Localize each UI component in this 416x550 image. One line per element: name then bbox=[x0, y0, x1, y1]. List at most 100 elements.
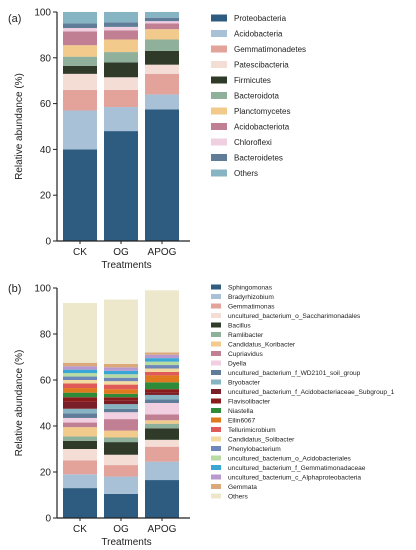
bar-segment-apog-gemmatimonadetes bbox=[145, 73, 179, 95]
legend-label-uncultured-bacterium-f-gemmatimonadaceae: uncultured_bacterium_f_Gemmatimonadaceae bbox=[228, 465, 366, 472]
bar-segment-og-uncultured-bacterium-f-gemmatimonadaceae bbox=[104, 370, 138, 375]
bar-segment-ck-uncultured-bacterium-f-wd2101-soil-group bbox=[63, 413, 97, 418]
legend-swatch-ellin6067 bbox=[211, 417, 221, 423]
bar-segment-apog-candidatus-solibacter bbox=[145, 368, 179, 372]
bar-segment-apog-others bbox=[145, 290, 179, 353]
bar-segment-apog-bacteroidota bbox=[145, 39, 179, 51]
bar-segment-ck-phenylobacterium bbox=[63, 376, 97, 380]
bar-segment-apog-cupriavidus bbox=[145, 414, 179, 421]
x-tick-label: APOG bbox=[148, 524, 177, 535]
bar-segment-ck-firmicutes bbox=[63, 65, 97, 74]
chart-panel-a: (a) Relative abundance (%) CK OG APOG 0 20 40 60… bbox=[8, 8, 306, 272]
bar-segment-ck-sphingomonas bbox=[63, 488, 97, 518]
bar-segment-ck-candidatus-koribacter bbox=[63, 427, 97, 437]
legend-label-uncultured-bacterium-o-saccharimonadales: uncultured_bacterium_o_Saccharimonadales bbox=[228, 313, 361, 320]
bar-segment-og-acidobacteria bbox=[104, 107, 138, 132]
legend-swatch-ramlibacter bbox=[211, 332, 221, 337]
bar-segment-ck-uncultured-bacterium-c-alphaproteobacteria bbox=[63, 366, 97, 370]
bar-segment-og-cupriavidus bbox=[104, 419, 138, 431]
bar-segment-og-others bbox=[104, 12, 138, 23]
panel-label: (b) bbox=[8, 283, 21, 295]
bar-segment-apog-bacteroidetes bbox=[145, 17, 179, 22]
bar-segment-og-candidatus-koribacter bbox=[104, 430, 138, 438]
bar-segment-ck-flavisolibacter bbox=[63, 397, 97, 402]
bar-segment-ck-bacteroidetes bbox=[63, 23, 97, 29]
bar-segment-apog-niastella bbox=[145, 382, 179, 390]
legend-swatch-gemmata bbox=[211, 484, 221, 489]
legend-label-others: Others bbox=[234, 169, 258, 178]
bar-segment-ck-uncultured-bacterium-o-saccharimonadales bbox=[63, 449, 97, 461]
legend-swatch-cupriavidus bbox=[211, 351, 221, 356]
legend-swatch-uncultured-bacterium-o-acidobacteriales bbox=[211, 455, 221, 461]
bar-segment-ck-planctomycetes bbox=[63, 45, 97, 57]
y-tick-label: 20 bbox=[40, 191, 52, 202]
bar-segment-ck-gemmatimonadetes bbox=[63, 89, 97, 111]
legend-label-candidatus-solibacter: Candidatus_Solibacter bbox=[228, 436, 295, 443]
legend-label-candidatus-koribacter: Candidatus_Koribacter bbox=[228, 341, 296, 348]
legend-swatch-others bbox=[211, 493, 221, 499]
bar-segment-apog-bryobacter bbox=[145, 394, 179, 400]
y-axis-label: Relative abundance (%) bbox=[14, 350, 25, 457]
legend-label-uncultured-bacterium-f-wd2101-soil-group: uncultured_bacterium_f_WD2101_soil_group bbox=[228, 370, 361, 377]
legend-label-acidobacteria: Acidobacteria bbox=[234, 29, 283, 38]
legend-swatch-bacteroidetes bbox=[211, 154, 227, 161]
legend-label-gemmatimonadetes: Gemmatimonadetes bbox=[234, 45, 306, 54]
bar-segment-apog-dyella bbox=[145, 403, 179, 415]
y-tick-label: 80 bbox=[40, 53, 52, 64]
legend-swatch-phenylobacterium bbox=[211, 446, 221, 451]
bar-segment-apog-sphingomonas bbox=[145, 480, 179, 518]
bar-segment-apog-proteobacteria bbox=[145, 109, 179, 241]
bar-segment-og-ramlibacter bbox=[104, 437, 138, 443]
y-tick-label: 80 bbox=[40, 330, 52, 341]
y-tick-label: 100 bbox=[34, 284, 51, 295]
bar-segment-ck-cupriavidus bbox=[63, 422, 97, 428]
x-tick-label: OG bbox=[113, 247, 129, 258]
bar-segment-og-dyella bbox=[104, 412, 138, 420]
bar-segment-ck-patescibacteria bbox=[63, 73, 97, 90]
legend-swatch-uncultured-bacterium-f-acidobacteriaceae-subgroup-1 bbox=[211, 389, 221, 394]
legend-label-proteobacteria: Proteobacteria bbox=[234, 14, 287, 23]
bar-segment-ck-bradyrhizobium bbox=[63, 474, 97, 489]
bar-segment-og-uncultured-bacterium-o-saccharimonadales bbox=[104, 454, 138, 466]
bar-segment-og-proteobacteria bbox=[104, 131, 138, 241]
bar-segment-og-bacteroidetes bbox=[104, 22, 138, 27]
legend-swatch-bryobacter bbox=[211, 379, 221, 385]
bar-segment-apog-uncultured-bacterium-f-gemmatimonadaceae bbox=[145, 358, 179, 362]
legend-swatch-planctomycetes bbox=[211, 107, 227, 115]
legend-label-cupriavidus: Cupriavidus bbox=[228, 351, 264, 358]
y-tick-label: 40 bbox=[40, 145, 52, 156]
bar-segment-apog-flavisolibacter bbox=[145, 389, 179, 393]
legend-label-gemmatimonas: Gemmatimonas bbox=[228, 303, 275, 310]
legend-swatch-uncultured-bacterium-f-wd2101-soil-group bbox=[211, 370, 221, 375]
bar-segment-apog-ellin6067 bbox=[145, 375, 179, 383]
bar-segment-og-tellurimicrobium bbox=[104, 384, 138, 390]
bar-segment-og-bryobacter bbox=[104, 404, 138, 409]
legend-label-uncultured-bacterium-f-acidobacteriaceae-subgroup-1: uncultured_bacterium_f_Acidobacteriaceae… bbox=[228, 389, 395, 396]
bar-segment-apog-uncultured-bacterium-o-saccharimonadales bbox=[145, 439, 179, 447]
bar-segment-apog-uncultured-bacterium-c-alphaproteobacteria bbox=[145, 354, 179, 359]
y-tick-label: 40 bbox=[40, 422, 52, 433]
bar-segment-og-others bbox=[104, 299, 138, 364]
legend-swatch-proteobacteria bbox=[211, 14, 227, 22]
x-tick-label: CK bbox=[73, 247, 87, 258]
legend-label-patescibacteria: Patescibacteria bbox=[234, 60, 289, 69]
bar-segment-apog-firmicutes bbox=[145, 50, 179, 65]
bar-segment-og-uncultured-bacterium-c-alphaproteobacteria bbox=[104, 367, 138, 371]
y-axis-label: Relative abundance (%) bbox=[14, 73, 25, 180]
bar-segment-og-phenylobacterium bbox=[104, 377, 138, 382]
legend-swatch-dyella bbox=[211, 360, 221, 366]
bar-segment-ck-acidobacteriota bbox=[63, 31, 97, 46]
bar-segment-og-gemmata bbox=[104, 363, 138, 368]
bar-segment-ck-niastella bbox=[63, 392, 97, 398]
bar-segment-ck-acidobacteria bbox=[63, 110, 97, 150]
bar-segment-apog-tellurimicrobium bbox=[145, 371, 179, 376]
bar-segment-ck-bacillus bbox=[63, 440, 97, 449]
bar-segment-apog-uncultured-bacterium-o-acidobacteriales bbox=[145, 361, 179, 366]
legend-swatch-flavisolibacter bbox=[211, 398, 221, 404]
bar-segment-og-chloroflexi bbox=[104, 26, 138, 31]
legend-label-uncultured-bacterium-o-acidobacteriales: uncultured_bacterium_o_Acidobacteriales bbox=[228, 455, 351, 462]
legend-label-bryobacter: Bryobacter bbox=[228, 379, 261, 386]
bar-segment-og-bradyrhizobium bbox=[104, 476, 138, 494]
bar-segment-ck-proteobacteria bbox=[63, 149, 97, 241]
